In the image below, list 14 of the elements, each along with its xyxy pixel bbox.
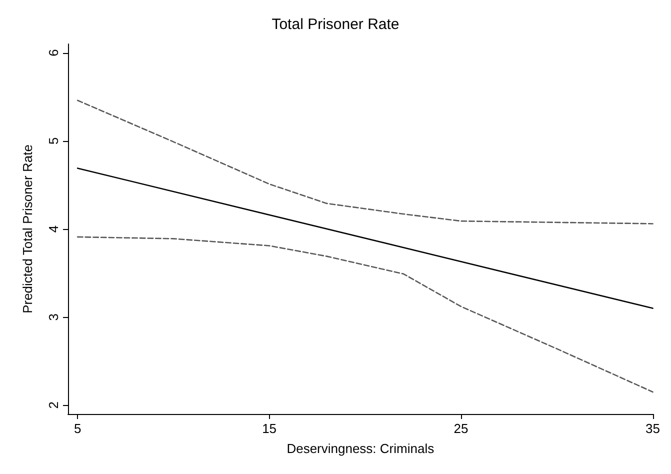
chart-title: Total Prisoner Rate xyxy=(272,16,400,33)
x-tick-label: 5 xyxy=(74,421,82,436)
x-tick-label: 35 xyxy=(646,421,660,436)
y-axis-title: Predicted Total Prisoner Rate xyxy=(20,144,35,314)
y-tick-label: 2 xyxy=(46,402,61,409)
y-tick-label: 5 xyxy=(46,137,61,145)
y-tick-label: 3 xyxy=(46,313,61,321)
line-series xyxy=(76,100,654,224)
x-tick-label: 15 xyxy=(262,421,277,436)
y-tick-label: 4 xyxy=(46,225,61,233)
x-axis-title: Deservingness: Criminals xyxy=(286,441,435,456)
y-tick-label: 6 xyxy=(46,49,61,56)
x-tick-label: 25 xyxy=(454,421,468,436)
line-series xyxy=(76,236,654,393)
